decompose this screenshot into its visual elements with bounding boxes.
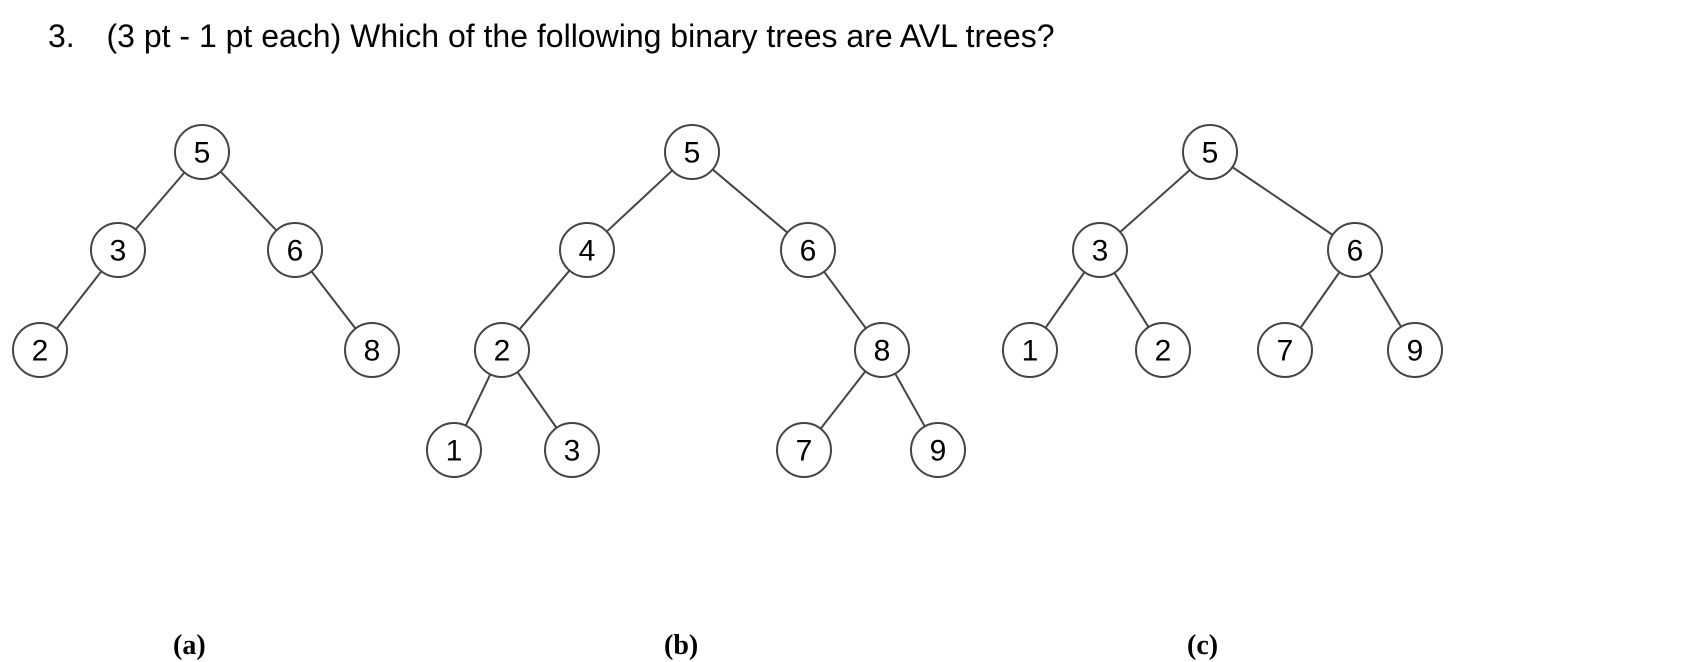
tree-caption-c: (c) (1187, 630, 1218, 662)
tree-node-label: 3 (564, 435, 581, 468)
tree-node-label: 8 (874, 335, 891, 368)
tree-node: 8 (345, 323, 399, 377)
tree-edge (895, 374, 925, 427)
tree-node: 7 (1258, 323, 1312, 377)
tree-node: 5 (175, 125, 229, 179)
tree-node: 1 (427, 423, 481, 477)
tree-node: 7 (777, 423, 831, 477)
tree-node-label: 7 (1277, 335, 1294, 368)
tree-node-label: 5 (1202, 137, 1219, 170)
tree-edge (466, 374, 491, 425)
tree-node-label: 2 (32, 335, 49, 368)
tree-edge (713, 169, 788, 232)
tree-a: 5 3 6 2 8 (0, 100, 420, 500)
tree-node: 1 (1003, 323, 1057, 377)
tree-node: 4 (560, 223, 614, 277)
question-text: 3. (3 pt - 1 pt each) Which of the follo… (48, 18, 1055, 55)
tree-node-label: 1 (446, 435, 463, 468)
tree-node-label: 3 (110, 235, 127, 268)
tree-node: 5 (665, 125, 719, 179)
tree-node-label: 2 (494, 335, 511, 368)
tree-node-label: 5 (684, 137, 701, 170)
tree-node-label: 5 (194, 137, 211, 170)
tree-node-label: 1 (1022, 335, 1039, 368)
tree-node: 8 (855, 323, 909, 377)
tree-caption-b: (b) (664, 630, 698, 662)
tree-b: 5 4 6 2 8 1 3 7 9 (412, 100, 972, 560)
tree-edge (517, 372, 556, 428)
tree-node: 9 (911, 423, 965, 477)
tree-node: 6 (268, 223, 322, 277)
tree-node: 6 (781, 223, 835, 277)
tree-edge (311, 271, 355, 328)
tree-edge (1114, 273, 1148, 327)
tree-node-label: 6 (1347, 235, 1364, 268)
tree-node: 2 (475, 323, 529, 377)
tree-edge (136, 172, 185, 229)
tree-edge (57, 271, 102, 328)
tree-edge (1300, 272, 1339, 328)
tree-node: 3 (91, 223, 145, 277)
tree-node: 5 (1183, 125, 1237, 179)
tree-edge (1232, 167, 1332, 235)
tree-node-label: 2 (1155, 335, 1172, 368)
tree-node: 2 (1136, 323, 1190, 377)
tree-node-label: 9 (930, 435, 947, 468)
tree-edge (1369, 273, 1401, 327)
tree-edge (1120, 170, 1190, 232)
tree-node: 3 (1073, 223, 1127, 277)
tree-edge (821, 371, 866, 428)
tree-node-label: 7 (796, 435, 813, 468)
tree-node: 9 (1388, 323, 1442, 377)
tree-node-label: 9 (1407, 335, 1424, 368)
tree-node-label: 6 (287, 235, 304, 268)
tree-edge (519, 271, 569, 330)
trees-container: 53628(a)546281379(b)5361279(c) (0, 100, 1693, 600)
tree-caption-a: (a) (173, 630, 206, 662)
question-number: 3. (48, 18, 75, 54)
tree-node-label: 3 (1092, 235, 1109, 268)
tree-node: 3 (545, 423, 599, 477)
tree-edge (824, 272, 866, 329)
tree-node-label: 8 (364, 335, 381, 368)
tree-edge (607, 170, 673, 231)
tree-c: 5 3 6 1 2 7 9 (985, 100, 1445, 500)
tree-edge (221, 172, 277, 231)
tree-edge (1045, 272, 1084, 328)
tree-node: 6 (1328, 223, 1382, 277)
tree-node-label: 4 (579, 235, 596, 268)
tree-node: 2 (13, 323, 67, 377)
tree-node-label: 6 (800, 235, 817, 268)
question-body: (3 pt - 1 pt each) Which of the followin… (106, 18, 1054, 54)
